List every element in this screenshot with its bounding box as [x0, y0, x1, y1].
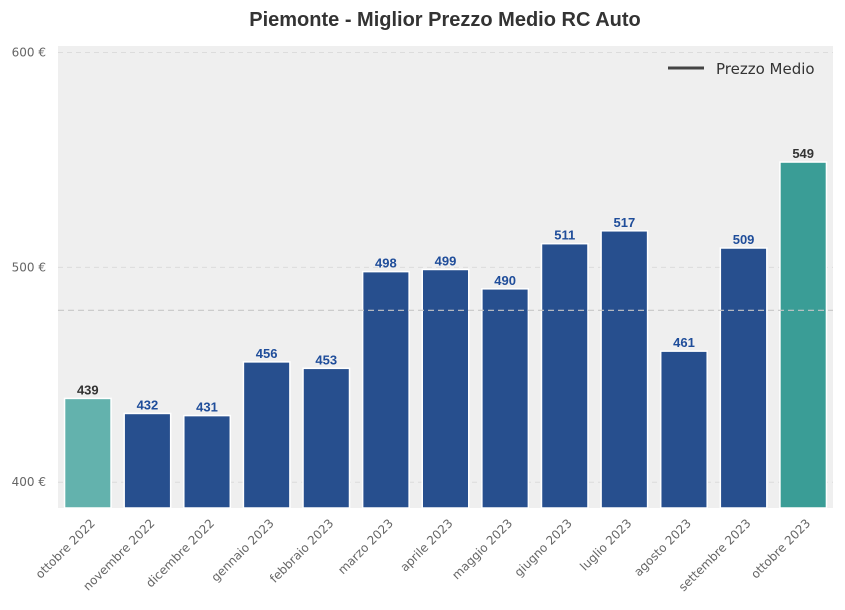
x-tick-label: ottobre 2022 [33, 516, 98, 581]
data-label: 511 [554, 228, 575, 243]
legend: Prezzo Medio [668, 60, 815, 78]
bar [361, 270, 410, 509]
y-axis: 400 € 500 € 600 € [12, 45, 46, 489]
bar [600, 230, 649, 509]
data-label: 498 [375, 256, 397, 271]
bar [719, 247, 768, 509]
data-label: 490 [494, 273, 516, 288]
y-tick-label: 500 € [12, 260, 46, 274]
data-label: 431 [196, 400, 218, 415]
data-label: 432 [137, 397, 159, 412]
data-label: 517 [613, 215, 635, 230]
bar [540, 242, 589, 509]
data-label: 509 [733, 232, 755, 247]
bar [302, 367, 351, 509]
bar [481, 288, 530, 509]
x-tick-label: gennaio 2023 [208, 516, 276, 584]
x-tick-label: ottobre 2023 [748, 516, 813, 581]
x-tick-label: aprile 2023 [397, 516, 455, 574]
x-tick-label: marzo 2023 [335, 516, 396, 577]
x-tick-label: luglio 2023 [577, 516, 634, 573]
bar [242, 361, 291, 509]
y-tick-label: 400 € [12, 475, 46, 489]
x-tick-label: febbraio 2023 [267, 516, 336, 585]
data-label: 549 [792, 146, 814, 161]
x-tick-label: maggio 2023 [449, 516, 515, 582]
x-tick-label: agosto 2023 [631, 516, 694, 579]
bar [63, 397, 112, 509]
data-label: 499 [435, 253, 457, 268]
data-label: 439 [77, 382, 99, 397]
bars [63, 161, 828, 509]
legend-label: Prezzo Medio [716, 60, 815, 78]
value-labels: 439 432 431 456 453 498 499 490 511 517 461 509 549 [77, 146, 814, 415]
data-label: 461 [673, 335, 695, 350]
chart-title: Piemonte - Miglior Prezzo Medio RC Auto [249, 9, 640, 31]
bar [183, 414, 232, 509]
bar [123, 412, 172, 509]
bar [421, 268, 470, 509]
bar [779, 161, 828, 509]
data-label: 456 [256, 346, 278, 361]
data-label: 453 [315, 352, 337, 367]
y-tick-label: 600 € [12, 45, 46, 59]
x-tick-label: giugno 2023 [512, 516, 575, 579]
bar [659, 350, 708, 509]
